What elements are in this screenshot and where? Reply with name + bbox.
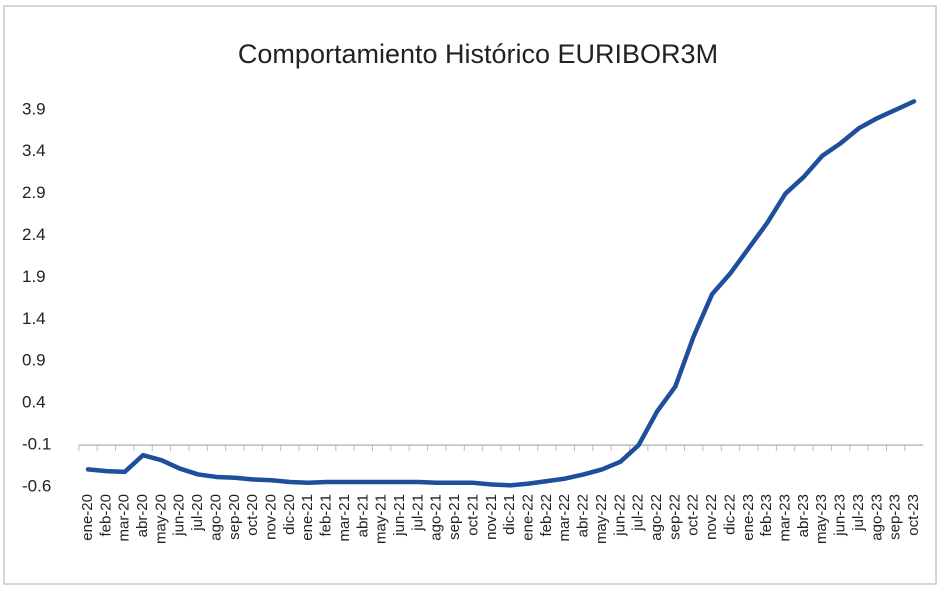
x-tick-label: jul-23	[850, 494, 867, 532]
x-tick-label: abr-23	[795, 494, 812, 537]
y-tick-label: 0.4	[22, 393, 46, 412]
x-tick-label: oct-21	[464, 494, 481, 536]
x-tick-label: feb-23	[758, 494, 775, 537]
x-tick-label: ene-20	[79, 494, 96, 541]
y-tick-label: 2.4	[22, 225, 46, 244]
x-tick-label: mar-22	[556, 494, 573, 542]
x-tick-label: oct-23	[905, 494, 922, 536]
x-tick-label: nov-22	[703, 494, 720, 540]
y-tick-label: 1.9	[22, 267, 46, 286]
x-tick-label: jun-20	[171, 494, 188, 537]
x-tick-label: abr-22	[575, 494, 592, 537]
x-tick-label: nov-21	[483, 494, 500, 540]
x-tick-label: feb-21	[318, 494, 335, 537]
x-tick-label: jul-20	[189, 494, 206, 532]
x-tick-label: may-21	[373, 494, 390, 544]
x-tick-label: jul-22	[630, 494, 647, 532]
x-tick-label: may-23	[813, 494, 830, 544]
y-tick-label: 3.4	[22, 141, 46, 160]
line-series	[85, 99, 917, 488]
x-tick-label: oct-20	[244, 494, 261, 536]
x-tick-label: may-22	[593, 494, 610, 544]
chart-frame	[3, 5, 937, 585]
x-tick-label: ene-22	[520, 494, 537, 541]
x-tick-label: ago-20	[207, 494, 224, 541]
x-tick-label: sep-23	[887, 494, 904, 540]
x-tick-label: abr-20	[134, 494, 151, 537]
x-tick-label: jul-21	[409, 494, 426, 532]
y-tick-label: 3.9	[22, 99, 46, 118]
x-tick-label: nov-20	[263, 494, 280, 540]
x-tick-label: jun-23	[832, 494, 849, 537]
x-tick-label: sep-20	[226, 494, 243, 540]
x-tick-label: ene-23	[740, 494, 757, 541]
x-tick-label: dic-20	[281, 494, 298, 535]
x-tick-label: ago-23	[868, 494, 885, 541]
x-tick-label: feb-22	[538, 494, 555, 537]
y-tick-label: 1.4	[22, 309, 46, 328]
x-tick-label: dic-21	[501, 494, 518, 535]
x-tick-label: dic-22	[721, 494, 738, 535]
x-tick-label: mar-20	[116, 494, 133, 542]
x-tick-label: may-20	[152, 494, 169, 544]
x-tick-label: ago-21	[428, 494, 445, 541]
x-tick-label: sep-21	[446, 494, 463, 540]
x-tick-label: ago-22	[648, 494, 665, 541]
y-tick-label: 0.9	[22, 351, 46, 370]
x-tick-label: ene-21	[299, 494, 316, 541]
x-tick-label: jun-21	[391, 494, 408, 537]
x-tick-label: mar-23	[776, 494, 793, 542]
chart-title: Comportamiento Histórico EURIBOR3M	[238, 39, 718, 69]
x-tick-label: feb-20	[97, 494, 114, 537]
x-tick-label: sep-22	[666, 494, 683, 540]
x-tick-label: oct-22	[685, 494, 702, 536]
x-tick-label: jun-22	[611, 494, 628, 537]
y-tick-label: -0.6	[22, 476, 51, 495]
y-tick-label: 2.9	[22, 183, 46, 202]
x-tick-label: mar-21	[336, 494, 353, 542]
y-tick-label: -0.1	[22, 435, 51, 454]
x-tick-label: abr-21	[354, 494, 371, 537]
